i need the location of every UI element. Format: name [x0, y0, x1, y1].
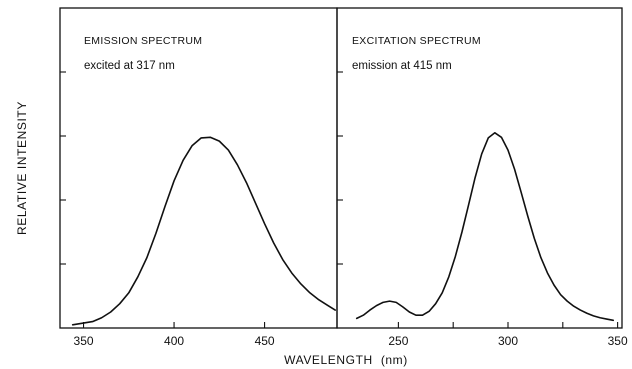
y-axis-label: RELATIVE INTENSITY [15, 101, 29, 235]
emission-x-tick-label-0: 350 [74, 334, 94, 348]
emission-spectrum-line [71, 136, 336, 326]
spectrum-curves [71, 132, 615, 326]
excitation-x-tick-label-1: 300 [498, 334, 518, 348]
x-axis-label-text: WAVELENGTH [284, 353, 373, 367]
emission-x-tick-label-1: 400 [164, 334, 184, 348]
axis-ticks [60, 71, 619, 328]
x-axis-label-unit: (nm) [381, 353, 408, 367]
emission-panel-subtitle: excited at 317 nm [84, 60, 175, 72]
excitation-panel-frame [336, 7, 623, 329]
excitation-panel-title: EXCITATION SPECTRUM [352, 35, 481, 47]
x-axis-label: WAVELENGTH (nm) [284, 353, 408, 367]
excitation-x-tick-label-2: 350 [608, 334, 628, 348]
x-tick-labels: 350 400 450 250 300 350 [74, 334, 628, 348]
emission-x-tick-label-2: 450 [255, 334, 275, 348]
excitation-panel-subtitle: emission at 415 nm [352, 60, 452, 72]
emission-panel-frame [59, 7, 338, 329]
excitation-x-tick-label-0: 250 [388, 334, 408, 348]
excitation-spectrum-line [355, 132, 615, 322]
emission-panel-title: EMISSION SPECTRUM [84, 35, 202, 47]
